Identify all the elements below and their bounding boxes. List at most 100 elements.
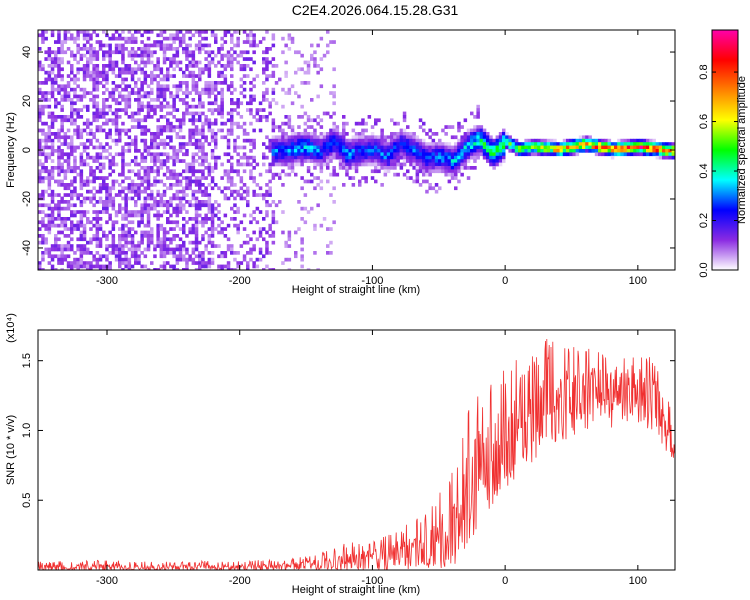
spectrogram-cell [143, 166, 148, 170]
spectrogram-cell [274, 172, 279, 177]
spectrogram-cell [172, 60, 176, 65]
spectrogram-cell [44, 91, 48, 95]
spectrogram-cell [415, 152, 420, 157]
spectrogram-cell [134, 98, 138, 102]
spectrogram-cell [89, 60, 93, 65]
spectrogram-cell [188, 230, 192, 235]
spectrogram-cell [214, 108, 218, 112]
spectrogram-cell [300, 155, 304, 160]
spectrogram-cell [252, 230, 256, 235]
spectrogram-cell [454, 172, 458, 177]
spectrogram-cell [233, 251, 237, 255]
spectrogram-cell [111, 159, 116, 163]
spectrogram-cell [460, 172, 464, 177]
spectrogram-cell [380, 166, 384, 170]
spectrogram-cell [92, 115, 96, 119]
spectrogram-cell [57, 166, 61, 170]
spectrogram-cell [111, 50, 116, 55]
spectrogram-cell [169, 43, 173, 48]
spectrogram-cell [140, 81, 144, 85]
spectrogram-cell [252, 166, 256, 170]
spectrogram-cell [156, 217, 160, 221]
y-tick-label: 0 [21, 147, 33, 153]
spectrogram-cell [188, 179, 192, 184]
spectrogram-cell [310, 125, 314, 129]
spectrogram-cell [82, 77, 87, 82]
spectrogram-cell [60, 179, 64, 184]
spectrogram-cell [92, 176, 96, 180]
spectrogram-cell [156, 152, 160, 157]
spectrogram-cell [57, 145, 61, 150]
spectrogram-cell [239, 155, 244, 160]
spectrogram-cell [294, 159, 298, 163]
spectrogram-cell [274, 101, 279, 106]
spectrogram-cell [271, 200, 276, 204]
spectrogram-cell [175, 176, 180, 180]
spectrogram-cell [476, 108, 480, 112]
spectrogram-cell [140, 206, 144, 211]
spectrogram-cell [159, 203, 164, 208]
spectrogram-cell [262, 91, 266, 95]
spectrogram-cell [338, 162, 343, 167]
spectrogram-cell [249, 111, 253, 116]
spectrogram-cell [505, 145, 509, 150]
spectrogram-cell [98, 189, 103, 194]
spectrogram-cell [127, 135, 132, 140]
spectrogram-cell [60, 220, 64, 225]
spectrogram-cell [47, 169, 52, 174]
spectrogram-cell [102, 30, 106, 34]
spectrogram-cell [92, 210, 96, 214]
spectrogram-cell [335, 125, 340, 129]
spectrogram-cell [47, 261, 52, 265]
spectrogram-cell [310, 149, 314, 153]
spectrogram-cell [191, 251, 196, 255]
spectrogram-cell [121, 237, 125, 242]
spectrogram-cell [70, 193, 74, 197]
spectrogram-cell [185, 264, 189, 269]
spectrogram-cell [134, 251, 138, 255]
spectrogram-cell [220, 176, 224, 180]
spectrogram-cell [82, 91, 87, 95]
spectrogram-cell [329, 155, 333, 160]
spectrogram-cell [649, 149, 653, 153]
spectrogram-cell [377, 149, 381, 153]
spectrogram-cell [294, 50, 298, 55]
spectrogram-cell [140, 166, 144, 170]
spectrogram-cell [639, 138, 644, 143]
spectrogram-cell [41, 179, 45, 184]
spectrogram-cell [95, 128, 100, 133]
spectrogram-cell [102, 166, 106, 170]
spectrogram-cell [92, 155, 96, 160]
spectrogram-cell [425, 159, 429, 163]
spectrogram-cell [146, 53, 151, 58]
spectrogram-cell [185, 234, 189, 238]
spectrogram-cell [342, 138, 346, 143]
spectrogram-cell [60, 223, 64, 228]
spectrogram-cell [374, 162, 378, 167]
spectrogram-cell [73, 166, 77, 170]
spectrogram-cell [124, 200, 128, 204]
spectrogram-cell [63, 200, 68, 204]
spectrogram-cell [217, 81, 221, 85]
spectrogram-cell [118, 128, 122, 133]
spectrogram-cell [425, 132, 429, 136]
spectrogram-cell [287, 172, 292, 177]
spectrogram-cell [383, 142, 388, 146]
spectrogram-cell [242, 132, 247, 136]
spectrogram-cell [610, 149, 615, 153]
spectrogram-cell [111, 60, 116, 65]
spectrogram-cell [182, 50, 186, 55]
spectrogram-cell [47, 155, 52, 160]
spectrogram-cell [428, 159, 432, 163]
spectrogram-cell [114, 121, 119, 126]
spectrogram-cell [303, 121, 308, 126]
spectrogram-cell [79, 155, 84, 160]
spectrogram-cell [201, 203, 205, 208]
colorbar-ticks: 0.00.20.40.60.8 [698, 64, 738, 278]
spectrogram-cell [271, 210, 276, 214]
spectrogram-cell [198, 47, 202, 51]
spectrogram-cell [124, 230, 128, 235]
spectrogram-cell [153, 43, 157, 48]
spectrogram-cell [143, 247, 148, 252]
spectrogram-cell [201, 257, 205, 262]
